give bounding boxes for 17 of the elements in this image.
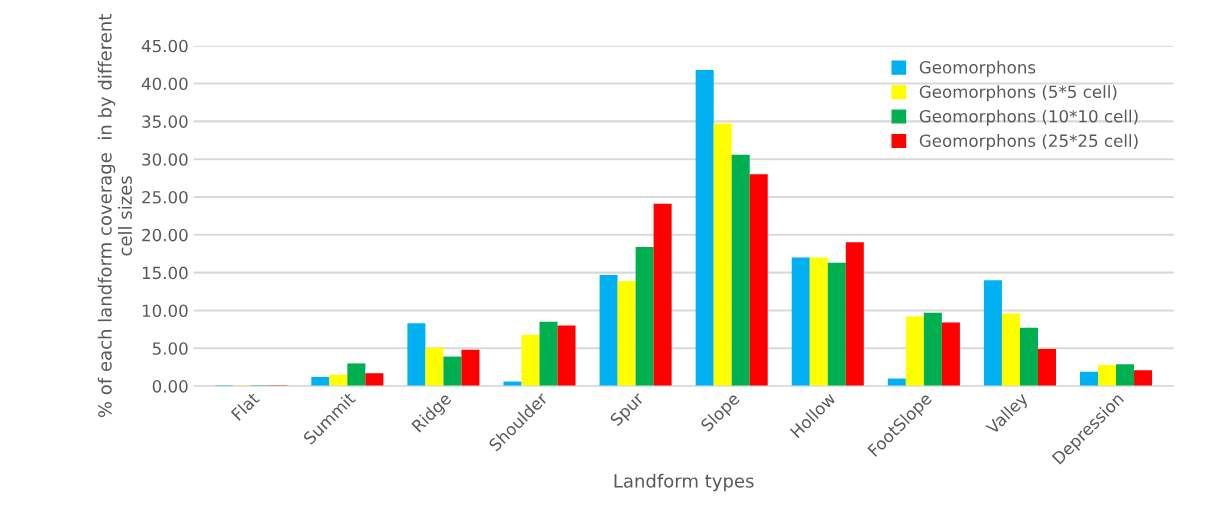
legend-label: Geomorphons xyxy=(919,60,1036,77)
y-tick-label: 0.00 xyxy=(152,380,188,393)
y-tick-label: 10.00 xyxy=(142,304,188,318)
y-tick-label: 45.00 xyxy=(141,39,188,53)
y-tick-label: 35.00 xyxy=(142,115,188,128)
y-tick-label: 25.00 xyxy=(142,190,188,204)
legend-label: Geomorphons (10*10 cell) xyxy=(919,109,1138,126)
x-tick-label: Flat xyxy=(230,391,261,421)
y-tick-label: 20.00 xyxy=(142,228,188,242)
y-tick-label: 5.00 xyxy=(152,342,188,355)
y-tick-label: 30.00 xyxy=(142,153,188,166)
x-axis-title: Landform types xyxy=(614,473,754,492)
y-axis-title: % of each landform coverage in by different cell sizes xyxy=(97,14,132,418)
legend-label: Geomorphons (25*25 cell) xyxy=(919,134,1138,151)
y-tick-label: 15.00 xyxy=(142,266,188,280)
y-tick-label: 40.00 xyxy=(141,77,188,91)
legend-label: Geomorphons (5*5 cell) xyxy=(919,85,1117,102)
